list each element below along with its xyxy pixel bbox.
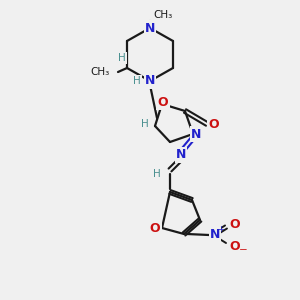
Text: N: N (145, 22, 155, 34)
Text: N: N (176, 148, 186, 161)
Text: O: O (209, 118, 219, 130)
Text: H: H (141, 119, 149, 129)
Text: H: H (118, 53, 126, 63)
Text: N: N (191, 128, 201, 140)
Text: −: − (238, 245, 247, 255)
Text: O: O (230, 239, 240, 253)
Text: O: O (158, 95, 168, 109)
Text: H: H (133, 76, 141, 86)
Text: +: + (218, 226, 224, 235)
Text: CH₃: CH₃ (91, 67, 110, 77)
Text: O: O (230, 218, 240, 232)
Text: CH₃: CH₃ (153, 10, 172, 20)
Text: N: N (145, 74, 155, 88)
Text: O: O (150, 221, 160, 235)
Text: H: H (153, 169, 161, 179)
Text: N: N (210, 229, 220, 242)
